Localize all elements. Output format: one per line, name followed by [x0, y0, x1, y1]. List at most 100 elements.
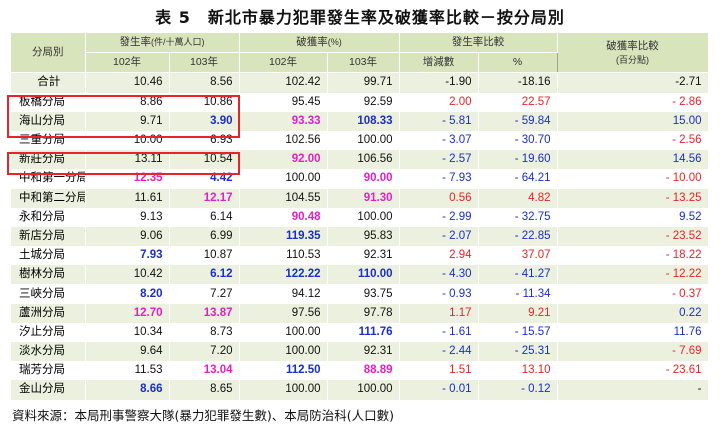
clearance-102-cell: 110.53	[238, 246, 328, 266]
clearance-103-cell: 90.00	[327, 169, 400, 189]
clearance-compare-cell: - 18.22	[556, 246, 709, 266]
branch-name-cell: 海山分局	[11, 111, 86, 131]
clearance-compare-cell: 15.00	[556, 111, 709, 131]
crime-rate-table: 分局別 發生率(件/十萬人口) 破獲率(%) 發生率比較 破獲率比較 (百分點)…	[11, 33, 709, 400]
clearance-102-cell: 112.50	[238, 361, 328, 381]
table-body: 合計 10.46 8.56 102.42 99.71 -1.90 -18.16 -2.71 板橋…	[11, 72, 709, 400]
occurrence-pct-cell: - 15.57	[478, 322, 558, 342]
occurrence-diff-cell: - 3.07	[398, 130, 479, 151]
occurrence-pct-cell: 37.07	[478, 246, 558, 266]
table-row: 汐止分局 10.34 8.73 100.00 111.76- 1.61- 15.57 11…	[11, 322, 709, 342]
occurrence-103-cell: 6.99	[169, 226, 240, 247]
clearance-compare-cell: - 10.00	[556, 169, 709, 189]
occurrence-diff-cell: - 5.81	[398, 111, 479, 131]
header-occ-compare: 發生率比較	[398, 33, 558, 54]
header-occurrence: 發生率(件/十萬人口)	[84, 33, 240, 54]
highlight-box-banqiao-haishan	[7, 95, 240, 138]
occurrence-diff-cell: - 0.93	[398, 284, 479, 304]
occurrence-pct-cell: -18.16	[478, 72, 558, 93]
clearance-103-cell: 100.00	[327, 380, 400, 400]
header-clearance-label: 破獲率	[296, 36, 328, 49]
header-diff: 增減數	[398, 52, 479, 74]
occurrence-102-cell: 8.66	[84, 380, 170, 400]
occurrence-103-cell: 13.04	[169, 361, 240, 381]
clearance-compare-cell: -	[556, 380, 709, 400]
clearance-compare-cell: - 23.61	[556, 361, 709, 381]
branch-name-cell: 中和第二分局	[11, 188, 86, 208]
occurrence-102-cell: 9.71	[84, 111, 170, 131]
clearance-102-cell: 104.55	[238, 188, 328, 208]
occurrence-pct-cell: 9.21	[478, 303, 558, 323]
occurrence-102-cell: 7.93	[84, 246, 170, 266]
table-title: 表 5 新北市暴力犯罪發生率及破獲率比較－按分局別	[155, 8, 565, 27]
clearance-103-cell: 97.78	[327, 303, 400, 323]
clearance-103-cell: 93.75	[327, 284, 400, 304]
header-occurrence-unit: (件/十萬人口)	[151, 37, 205, 48]
header-clear-compare: 破獲率比較 (百分點)	[556, 33, 709, 74]
occurrence-102-cell: 10.46	[84, 72, 170, 93]
clearance-102-cell: 102.42	[238, 72, 328, 93]
highlight-box-xinzhuang	[7, 152, 240, 175]
clearance-102-cell: 97.56	[238, 303, 328, 323]
occurrence-102-cell: 11.53	[84, 361, 170, 381]
clearance-compare-cell: - 12.22	[556, 265, 709, 285]
occurrence-103-cell: 10.86	[169, 92, 240, 112]
occurrence-103-cell: 7.20	[169, 342, 240, 362]
occurrence-103-cell: 8.65	[169, 380, 240, 400]
table-row: 板橋分局 8.86 10.86 95.45 92.59 2.00 22.57- 2.86	[11, 92, 709, 112]
clearance-102-cell: 100.00	[238, 322, 328, 342]
clearance-compare-cell: - 2.86	[556, 92, 709, 112]
occurrence-diff-cell: - 1.61	[398, 322, 479, 342]
branch-name-cell: 合計	[11, 72, 86, 93]
clearance-102-cell: 90.48	[238, 207, 328, 227]
table-row: 新店分局 9.06 6.99 119.35 95.83- 2.07- 22.85- 23…	[11, 226, 709, 247]
occurrence-diff-cell: 2.00	[398, 92, 479, 112]
occurrence-diff-cell: 1.51	[398, 361, 479, 381]
occurrence-diff-cell: - 2.99	[398, 207, 479, 227]
branch-name-cell: 蘆洲分局	[11, 303, 86, 323]
clearance-102-cell: 102.56	[238, 130, 328, 151]
branch-name-cell: 永和分局	[11, 207, 86, 227]
clearance-102-cell: 93.33	[238, 111, 328, 131]
clearance-103-cell: 92.31	[327, 246, 400, 266]
header-branch: 分局別	[11, 33, 86, 74]
clearance-compare-cell: 9.52	[556, 207, 709, 227]
occurrence-103-cell: 7.27	[169, 284, 240, 304]
occurrence-pct-cell: - 19.60	[478, 150, 558, 170]
clearance-103-cell: 106.56	[327, 150, 400, 170]
table-row: 中和第二分局 11.61 12.17 104.55 91.30 0.56 4.82- 13.…	[11, 188, 709, 208]
table-row: 淡水分局 9.64 7.20 100.00 92.31- 2.44- 25.31- 7.…	[11, 342, 709, 362]
header-clr-102: 102年	[238, 52, 328, 74]
header-occ-102: 102年	[84, 52, 170, 74]
occurrence-103-cell: 13.87	[169, 303, 240, 323]
occurrence-102-cell: 10.42	[84, 265, 170, 285]
occurrence-diff-cell: - 2.57	[398, 150, 479, 170]
table-row: 蘆洲分局 12.70 13.87 97.56 97.78 1.17 9.21 0.22	[11, 303, 709, 323]
table-row: 永和分局 9.13 6.14 90.48 100.00- 2.99- 32.75 9.52	[11, 207, 709, 227]
occurrence-102-cell: 12.70	[84, 303, 170, 323]
clearance-103-cell: 108.33	[327, 111, 400, 131]
occurrence-102-cell: 9.64	[84, 342, 170, 362]
occurrence-pct-cell: - 32.75	[478, 207, 558, 227]
source-note: 資料來源：本局刑事警察大隊(暴力犯罪發生數)、本局防治科(人口數)	[12, 408, 395, 423]
occurrence-102-cell: 13.11	[84, 150, 170, 170]
occurrence-diff-cell: - 7.93	[398, 169, 479, 189]
header-pct: %	[478, 52, 558, 74]
table-row: 金山分局 8.66 8.65 100.00 100.00- 0.01- 0.12-	[11, 380, 709, 400]
occurrence-diff-cell: - 4.30	[398, 265, 479, 285]
occurrence-pct-cell: 13.10	[478, 361, 558, 381]
clearance-103-cell: 110.00	[327, 265, 400, 285]
clearance-compare-cell: 0.22	[556, 303, 709, 323]
occurrence-103-cell: 12.17	[169, 188, 240, 208]
occurrence-103-cell: 10.54	[169, 150, 240, 170]
table-row: 樹林分局 10.42 6.12 122.22 110.00- 4.30- 41.27- …	[11, 265, 709, 285]
header-clear-compare-label: 破獲率比較	[606, 39, 659, 52]
occurrence-103-cell: 8.73	[169, 322, 240, 342]
header-occ-103: 103年	[169, 52, 240, 74]
header-occurrence-label: 發生率	[119, 36, 152, 49]
occurrence-102-cell: 11.61	[84, 188, 170, 208]
clearance-compare-cell: -2.71	[556, 72, 709, 93]
branch-name-cell: 金山分局	[11, 380, 86, 400]
clearance-102-cell: 92.00	[238, 150, 328, 170]
occurrence-pct-cell: - 59.84	[478, 111, 558, 131]
